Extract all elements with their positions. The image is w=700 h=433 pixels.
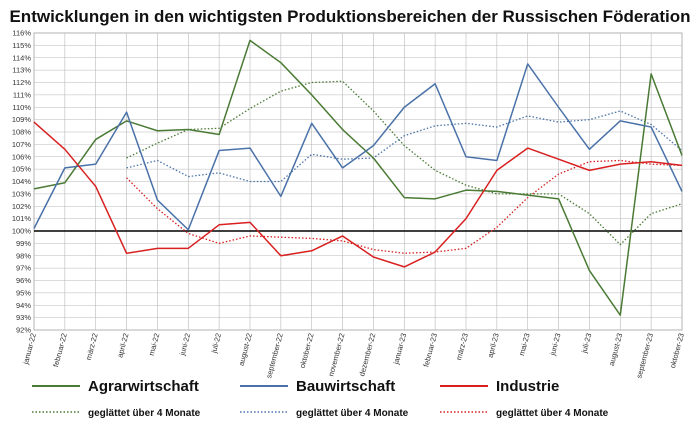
y-tick-label: 95% [16, 288, 31, 297]
x-tick-label: juli-23 [579, 332, 593, 355]
x-tick-label: mai-22 [147, 332, 162, 356]
series-line-smoothed-4 [126, 110, 683, 183]
series-line-smoothed-5 [126, 159, 683, 254]
y-tick-label: 106% [12, 152, 32, 161]
x-tick-label: april-22 [115, 332, 130, 358]
y-tick-label: 99% [16, 239, 31, 248]
series-line-0 [33, 39, 683, 316]
y-tick-label: 100% [12, 227, 32, 236]
x-tick-label: august-23 [607, 332, 624, 367]
x-tick-label: januar-23 [391, 332, 408, 366]
chart-title: Entwicklungen in den wichtigsten Produkt… [9, 7, 690, 26]
x-axis-ticks: januar-22 februar-22 märz-22 april-22 mai-22… [21, 332, 686, 379]
y-axis-ticks: 92% 93% 94% 95% 96% 97% 98% 99% 100% 101% 102% 103%… [12, 29, 32, 335]
x-tick-label: september-22 [264, 332, 285, 379]
y-tick-label: 114% [12, 53, 31, 62]
legend-label-smoothed: geglättet über 4 Monate [296, 408, 409, 419]
series-group [33, 39, 683, 316]
y-tick-label: 112% [12, 78, 31, 87]
x-tick-label: märz-22 [84, 332, 100, 361]
y-tick-label: 103% [12, 189, 32, 198]
y-tick-label: 110% [12, 103, 31, 112]
x-tick-label: april-23 [486, 332, 501, 358]
x-tick-label: januar-22 [21, 332, 38, 366]
grid [33, 32, 683, 331]
y-tick-label: 93% [16, 313, 31, 322]
y-tick-label: 94% [16, 301, 31, 310]
x-tick-label: november-22 [326, 332, 346, 377]
x-tick-label: oktober-22 [298, 332, 316, 369]
series-line-smoothed-3 [126, 80, 683, 246]
x-tick-label: februar-22 [51, 332, 69, 368]
y-tick-label: 102% [12, 202, 32, 211]
y-tick-label: 109% [12, 115, 32, 124]
x-tick-label: märz-23 [454, 332, 470, 361]
y-tick-label: 97% [16, 264, 31, 273]
y-tick-label: 105% [12, 165, 32, 174]
y-tick-label: 104% [12, 177, 32, 186]
y-tick-label: 107% [12, 140, 32, 149]
series-line-2 [33, 121, 683, 268]
y-tick-label: 98% [16, 251, 31, 260]
y-tick-label: 115% [12, 41, 31, 50]
x-tick-label: september-23 [634, 332, 655, 379]
legend-label-smoothed: geglättet über 4 Monate [496, 408, 609, 419]
y-tick-label: 101% [12, 214, 32, 223]
series-line-1 [33, 63, 683, 231]
y-tick-label: 111% [13, 90, 31, 99]
x-tick-label: oktober-23 [668, 332, 686, 369]
x-tick-label: mai-23 [517, 332, 532, 356]
legend: Agrarwirtschaft Bauwirtschaft Industrie geg… [32, 378, 609, 419]
legend-label-smoothed: geglättet über 4 Monate [88, 408, 201, 419]
x-tick-label: juni-22 [177, 332, 192, 357]
legend-label: Bauwirtschaft [296, 378, 395, 395]
y-tick-label: 96% [16, 276, 31, 285]
x-tick-label: februar-23 [421, 332, 439, 368]
x-tick-label: dezember-22 [357, 332, 377, 377]
y-tick-label: 108% [12, 128, 32, 137]
y-tick-label: 92% [16, 326, 31, 335]
x-tick-label: juli-22 [209, 332, 223, 355]
x-tick-label: juni-23 [548, 332, 563, 357]
y-tick-label: 116% [12, 29, 31, 38]
legend-label: Industrie [496, 378, 559, 395]
legend-label: Agrarwirtschaft [88, 378, 199, 395]
x-tick-label: august-22 [237, 332, 254, 367]
y-tick-label: 113% [12, 66, 31, 75]
